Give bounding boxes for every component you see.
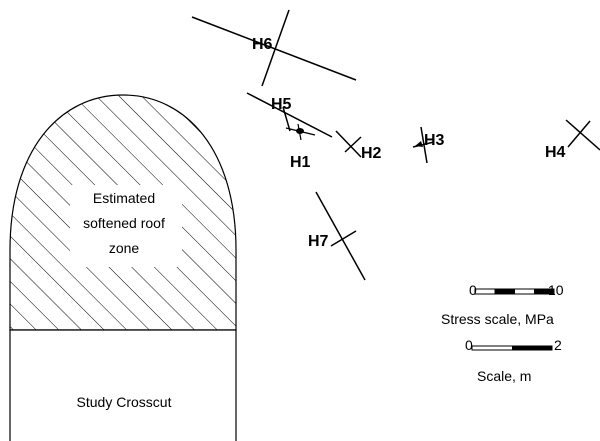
zone-label-line-1: Estimated bbox=[93, 190, 155, 206]
stress-label-h1: H1 bbox=[290, 154, 311, 171]
stress-marker-h1: H1 bbox=[285, 123, 316, 171]
study-crosscut-outline bbox=[9, 329, 237, 441]
stress-scale-max: 10 bbox=[548, 282, 564, 298]
stress-scale-bar bbox=[474, 288, 555, 295]
stress-label-h6: H6 bbox=[252, 36, 273, 53]
stress-label-h2: H2 bbox=[361, 145, 382, 162]
stress-marker-h4: H4 bbox=[545, 119, 600, 161]
stress-label-h5: H5 bbox=[271, 96, 292, 113]
stress-marker-h5: H5 bbox=[246, 92, 333, 138]
length-scale-caption: Scale, m bbox=[477, 368, 531, 384]
stress-label-h3: H3 bbox=[424, 132, 445, 149]
crosscut-label: Study Crosscut bbox=[77, 394, 172, 410]
stress-scale-caption: Stress scale, MPa bbox=[441, 311, 554, 327]
stress-label-h7: H7 bbox=[308, 233, 329, 250]
length-scale-min: 0 bbox=[465, 337, 473, 353]
zone-label-line-2: softened roof bbox=[83, 215, 165, 231]
stress-marker-h6: H6 bbox=[191, 9, 357, 87]
zone-label-background bbox=[70, 185, 182, 267]
stress-scale-min: 0 bbox=[469, 282, 477, 298]
stress-marker-h7: H7 bbox=[308, 191, 366, 281]
stress-label-h4: H4 bbox=[545, 144, 566, 161]
length-scale-max: 2 bbox=[554, 337, 562, 353]
length-scale-bar bbox=[471, 345, 553, 351]
stress-marker-h2: H2 bbox=[335, 130, 382, 162]
zone-label-line-3: zone bbox=[109, 240, 140, 256]
stress-marker-h3: H3 bbox=[412, 126, 445, 164]
